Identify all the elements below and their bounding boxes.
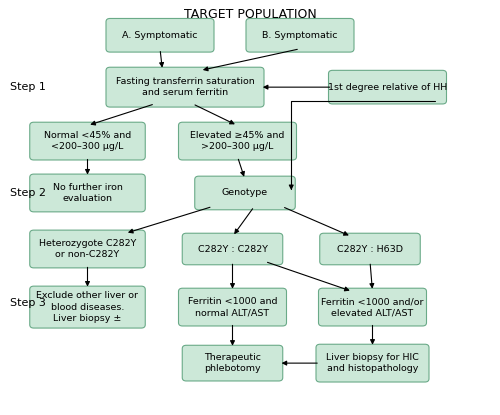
FancyBboxPatch shape xyxy=(30,286,145,328)
FancyBboxPatch shape xyxy=(178,288,286,326)
Text: Step 3: Step 3 xyxy=(10,298,46,308)
Text: Heterozygote C282Y
or non-C282Y: Heterozygote C282Y or non-C282Y xyxy=(39,239,136,259)
Text: Fasting transferrin saturation
and serum ferritin: Fasting transferrin saturation and serum… xyxy=(116,77,254,97)
FancyBboxPatch shape xyxy=(182,233,283,265)
Text: 1st degree relative of HH: 1st degree relative of HH xyxy=(328,83,447,92)
Text: Step 1: Step 1 xyxy=(10,82,46,92)
FancyBboxPatch shape xyxy=(30,230,145,268)
Text: Therapeutic
phlebotomy: Therapeutic phlebotomy xyxy=(204,353,261,373)
FancyBboxPatch shape xyxy=(178,122,296,160)
FancyBboxPatch shape xyxy=(328,70,446,104)
FancyBboxPatch shape xyxy=(246,18,354,52)
FancyBboxPatch shape xyxy=(30,122,145,160)
Text: Ferritin <1000 and/or
elevated ALT/AST: Ferritin <1000 and/or elevated ALT/AST xyxy=(321,297,424,317)
Text: No further iron
evaluation: No further iron evaluation xyxy=(52,183,122,203)
Text: Liver biopsy for HIC
and histopathology: Liver biopsy for HIC and histopathology xyxy=(326,353,419,373)
Text: TARGET POPULATION: TARGET POPULATION xyxy=(184,8,316,21)
Text: Ferritin <1000 and
normal ALT/AST: Ferritin <1000 and normal ALT/AST xyxy=(188,297,277,317)
Text: C282Y : H63D: C282Y : H63D xyxy=(337,244,403,254)
Text: C282Y : C282Y: C282Y : C282Y xyxy=(198,244,268,254)
FancyBboxPatch shape xyxy=(320,233,420,265)
Text: Exclude other liver or
blood diseases.
Liver biopsy ±: Exclude other liver or blood diseases. L… xyxy=(36,291,138,323)
FancyBboxPatch shape xyxy=(106,67,264,107)
FancyBboxPatch shape xyxy=(194,176,295,210)
Text: Normal <45% and
<200–300 μg/L: Normal <45% and <200–300 μg/L xyxy=(44,131,131,151)
FancyBboxPatch shape xyxy=(182,345,283,381)
Text: A. Symptomatic: A. Symptomatic xyxy=(122,31,198,40)
FancyBboxPatch shape xyxy=(30,174,145,212)
Text: Step 2: Step 2 xyxy=(10,188,46,198)
Text: Elevated ≥45% and
>200–300 μg/L: Elevated ≥45% and >200–300 μg/L xyxy=(190,131,284,151)
Text: Genotype: Genotype xyxy=(222,188,268,198)
FancyBboxPatch shape xyxy=(106,18,214,52)
FancyBboxPatch shape xyxy=(318,288,426,326)
FancyBboxPatch shape xyxy=(316,344,429,382)
Text: B. Symptomatic: B. Symptomatic xyxy=(262,31,338,40)
